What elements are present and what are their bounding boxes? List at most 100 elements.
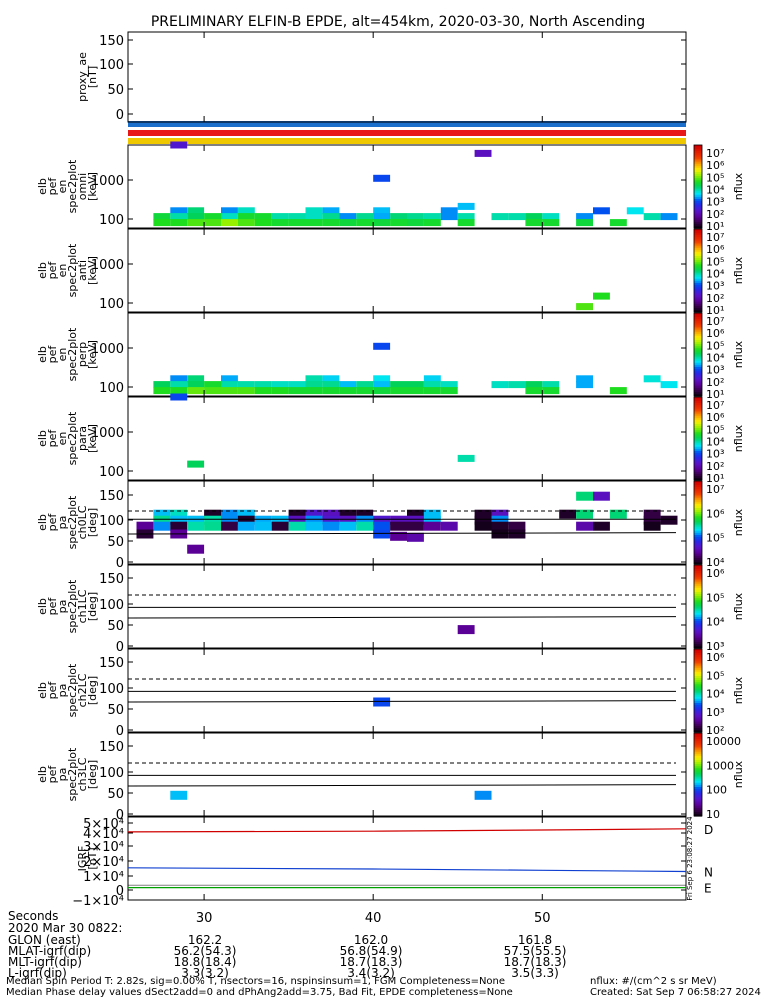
colorbar-segment <box>694 602 702 606</box>
orbit-strips <box>128 121 686 144</box>
colorbar-label: 10⁴ <box>706 184 725 197</box>
heatmap-cell <box>576 213 593 221</box>
heatmap-cell <box>170 375 188 383</box>
colorbar-segment <box>694 407 702 411</box>
colorbar-segment <box>694 337 702 341</box>
colorbar-segment <box>694 678 702 681</box>
colorbar-segment <box>694 417 702 421</box>
colorbar-segment <box>694 713 702 716</box>
colorbar-segment <box>694 727 702 731</box>
colorbar-segment <box>694 537 702 540</box>
panel-omni: 1000100elbpefenspec2plotomni[keV]10⁷10⁶1… <box>36 141 745 233</box>
colorbar-segment <box>694 163 702 167</box>
heatmap-cell <box>423 515 441 525</box>
colorbar-segment <box>694 211 702 215</box>
series-line-D <box>127 828 687 833</box>
heatmap-cell <box>271 515 289 525</box>
heatmap-cell <box>153 509 171 519</box>
colorbar-segment <box>694 592 702 595</box>
colorbar-segment <box>694 260 702 263</box>
colorbar-segment <box>694 801 702 805</box>
colorbar-segment <box>694 797 702 800</box>
heatmap-cell <box>390 515 407 525</box>
colorbar-segment <box>694 287 702 290</box>
colorbar-segment <box>694 657 702 660</box>
heatmap-cell <box>542 381 560 389</box>
colorbar-segment <box>694 393 702 397</box>
colorbar-label: 10⁵ <box>706 532 724 545</box>
heatmap-cell <box>187 219 205 227</box>
colorbar-segment <box>694 598 702 601</box>
panel-frame <box>127 312 687 397</box>
panel-frame <box>127 816 687 901</box>
colorbar-segment <box>694 608 702 612</box>
heatmap-cell <box>457 625 475 635</box>
heatmap-cell <box>390 521 407 531</box>
colorbar-segment <box>694 453 702 456</box>
loss-cone-line <box>127 700 677 703</box>
colorbar-segment <box>694 782 702 786</box>
colorbar-label: 10² <box>706 292 724 305</box>
colorbar-segment <box>694 465 702 469</box>
colorbar-segment <box>694 573 702 576</box>
colorbar-segment <box>694 682 702 685</box>
colorbar-segment <box>694 700 702 704</box>
colorbar-segment <box>694 610 702 614</box>
colorbar-segment <box>694 751 702 755</box>
colorbar-segment <box>694 780 702 784</box>
chart-title: PRELIMINARY ELFIN-B EPDE, alt=454km, 202… <box>151 14 645 30</box>
colorbar-segment <box>694 335 702 339</box>
ephemeris-value: 3.5(3.3) <box>511 966 559 980</box>
colorbar-segment <box>694 360 702 364</box>
ylabel-line: perp <box>76 342 89 367</box>
heatmap-cell <box>204 213 221 221</box>
colorbar-segment <box>694 641 702 645</box>
ytick-label: 100 <box>99 58 124 73</box>
colorbar-segment <box>694 686 702 690</box>
colorbar-segment <box>694 623 702 626</box>
heatmap-cell <box>221 521 238 531</box>
heatmap-cell <box>322 387 340 395</box>
heatmap-cell <box>373 521 391 531</box>
ylabel-line: [keV] <box>86 424 99 453</box>
colorbar-segment <box>694 606 702 610</box>
ephemeris-value: 57.5(55.5) <box>503 944 567 958</box>
heatmap-cell <box>322 515 340 525</box>
ylabel-line: pef <box>46 345 59 364</box>
colorbar-segment <box>694 721 702 725</box>
colorbar-segment <box>694 448 702 452</box>
heatmap-cell <box>254 381 272 389</box>
colorbar-segment <box>694 151 702 154</box>
colorbar-segment <box>694 532 702 536</box>
heatmap-cell <box>407 381 424 389</box>
heatmap-cell <box>457 454 475 462</box>
heatmap-cell <box>660 213 678 221</box>
colorbar-segment <box>694 194 702 198</box>
colorbar-segment <box>694 493 702 497</box>
colorbar-label: 10 <box>706 808 720 821</box>
heatmap-cell <box>204 509 221 519</box>
colorbar-label: 10⁶ <box>706 651 725 664</box>
heatmap-cell <box>525 387 543 395</box>
heatmap-cell <box>407 387 424 395</box>
colorbar-segment <box>694 495 702 499</box>
heatmap-cell <box>423 509 441 519</box>
colorbar-segment <box>694 364 702 368</box>
colorbar-segment <box>694 489 702 492</box>
heatmap-cell <box>153 213 171 221</box>
colorbar-segment <box>694 739 702 742</box>
heatmap-cell <box>576 521 593 531</box>
heatmap-cell <box>373 342 391 350</box>
colorbar-label: 10⁴ <box>706 556 725 569</box>
heatmap-cell <box>474 149 492 157</box>
heatmap-cell <box>373 515 391 525</box>
colorbar-segment <box>694 791 702 794</box>
colorbar-segment <box>694 155 702 159</box>
heatmap-cell <box>423 213 441 221</box>
colorbar-label: 10⁵ <box>706 669 724 682</box>
colorbar-label: 10⁷ <box>706 399 724 412</box>
ylabel-line: [keV] <box>86 256 99 285</box>
ytick-label: 1000 <box>91 342 124 357</box>
heatmap-cell <box>457 202 475 210</box>
colorbar-segment <box>694 799 702 803</box>
